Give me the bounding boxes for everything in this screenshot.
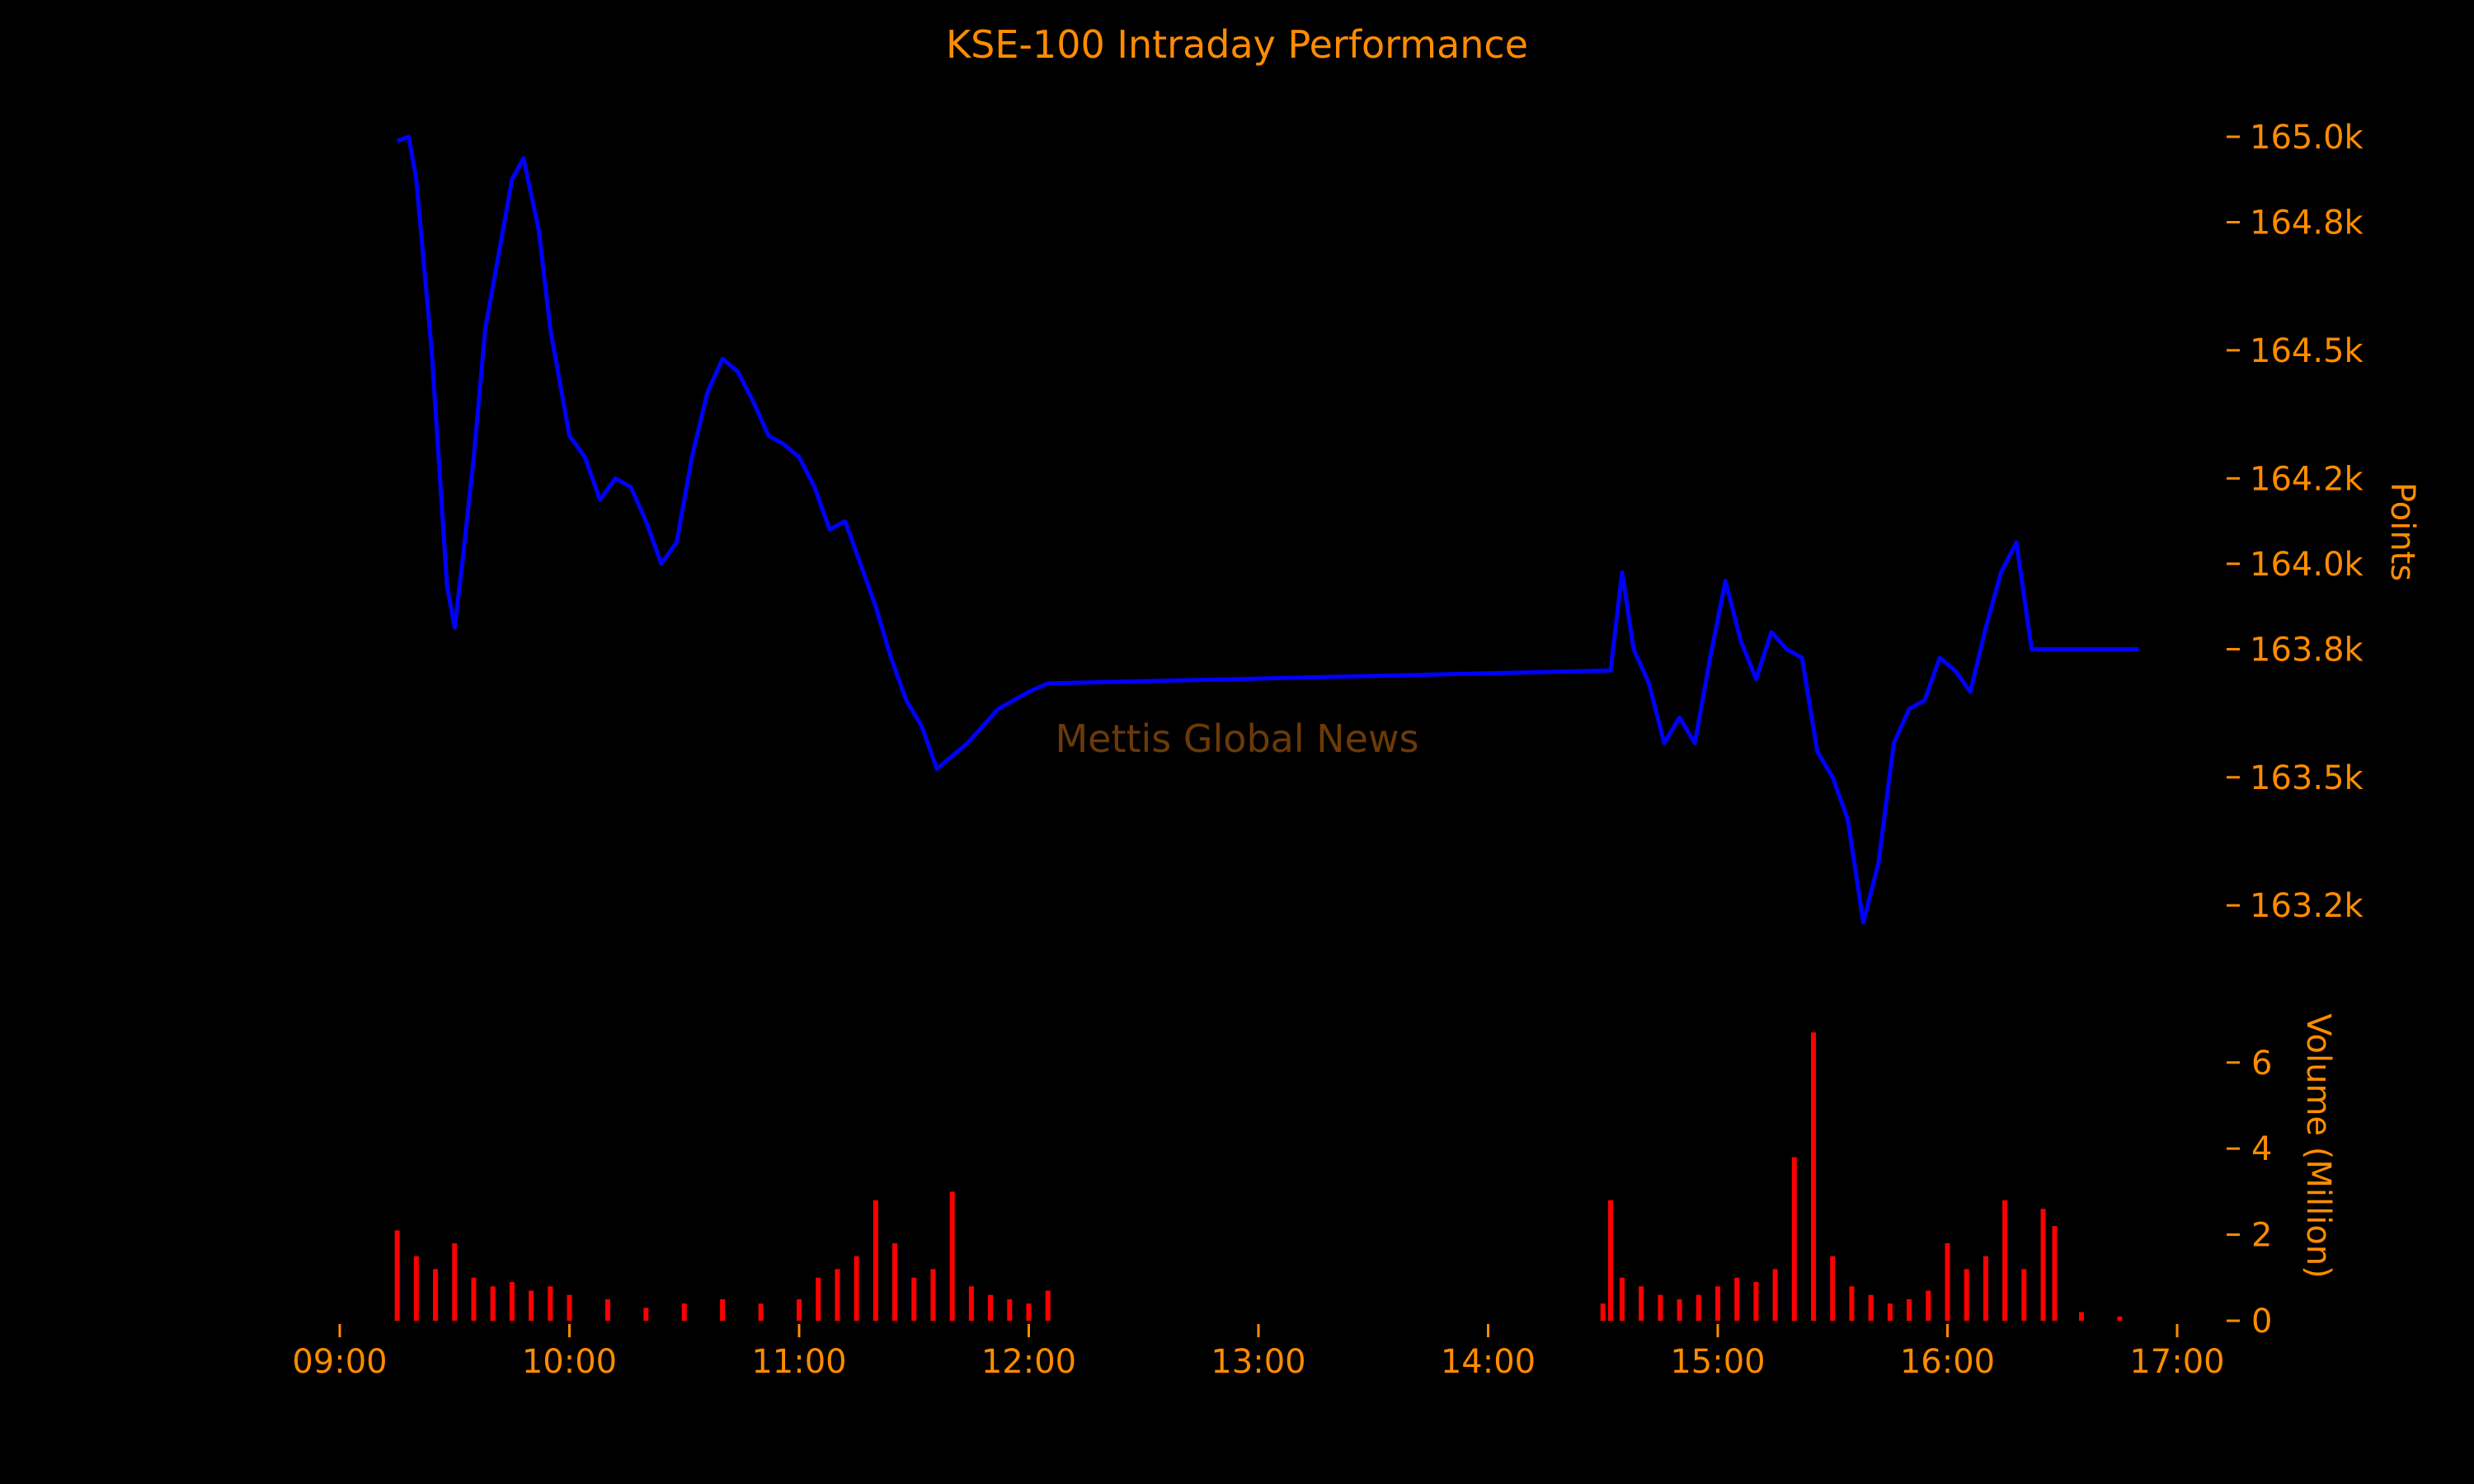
volume-bar [1619, 1277, 1625, 1321]
volume-tick-label: 4 [2251, 1130, 2272, 1168]
volume-bar [1639, 1286, 1644, 1321]
kse-100-price-line [396, 134, 2139, 925]
volume-bar [911, 1277, 917, 1321]
volume-bar [1715, 1286, 1720, 1321]
price-tick-label: 164.8k [2250, 204, 2364, 242]
volume-bar [930, 1269, 936, 1321]
volume-bar [797, 1298, 802, 1321]
price-tick-label: 163.8k [2250, 631, 2364, 669]
volume-bar [968, 1286, 974, 1321]
volume-bar [2052, 1226, 2058, 1321]
volume-bar [1945, 1243, 1950, 1321]
time-tick-label: 10:00 [522, 1343, 617, 1381]
volume-bar [835, 1269, 840, 1321]
volume-bar [1830, 1256, 1836, 1321]
volume-tick-label: 0 [2251, 1303, 2272, 1341]
price-tick-label: 163.2k [2250, 887, 2364, 925]
volume-axis-label: Volume (Million) [2299, 1013, 2337, 1278]
price-tick-label: 163.5k [2250, 759, 2364, 797]
volume-bar [1696, 1294, 1701, 1321]
volume-bar [1007, 1298, 1013, 1321]
volume-bar [892, 1243, 898, 1321]
volume-bar [1026, 1303, 1032, 1321]
time-tick-label: 15:00 [1670, 1343, 1765, 1381]
volume-bar [509, 1282, 515, 1321]
volume-bar [758, 1303, 764, 1321]
volume-bar [433, 1269, 439, 1321]
volume-bar [413, 1256, 419, 1321]
time-x-axis: 09:00 10:00 11:00 12:00 13:00 14:00 15:00 16:00… [292, 1324, 2225, 1381]
price-axis-label: Points [2383, 482, 2421, 581]
volume-bar [2117, 1316, 2123, 1321]
volume-bar [1982, 1256, 1988, 1321]
volume-bar [854, 1256, 859, 1321]
volume-bar [604, 1298, 610, 1321]
time-tick-label: 14:00 [1441, 1343, 1536, 1381]
volume-bar [643, 1308, 649, 1321]
volume-bar [872, 1200, 878, 1321]
time-tick-label: 11:00 [751, 1343, 846, 1381]
chart-title: KSE-100 Intraday Performance [946, 22, 1528, 67]
volume-bar [1677, 1298, 1682, 1321]
volume-bar [1600, 1303, 1606, 1321]
time-tick-label: 16:00 [1900, 1343, 1995, 1381]
time-tick-label: 12:00 [981, 1343, 1076, 1381]
price-tick-label: 164.0k [2250, 546, 2364, 584]
volume-bar [720, 1298, 726, 1321]
volume-bar [1772, 1269, 1778, 1321]
price-y-axis: 163.2k 163.5k 163.8k 164.0k 164.2k 164.5k 164.… [2227, 119, 2364, 925]
volume-bars [394, 1032, 2123, 1321]
volume-bar [529, 1290, 534, 1321]
price-tick-label: 164.5k [2250, 332, 2364, 370]
volume-bar [2002, 1200, 2008, 1321]
volume-bar [1887, 1303, 1893, 1321]
volume-bar [949, 1191, 955, 1321]
volume-bar [452, 1243, 458, 1321]
volume-bar [1753, 1282, 1759, 1321]
volume-tick-label: 2 [2251, 1217, 2272, 1255]
volume-bar [816, 1277, 821, 1321]
price-tick-label: 165.0k [2250, 119, 2364, 157]
volume-bar [988, 1294, 994, 1321]
volume-bar [1926, 1290, 1931, 1321]
volume-bar [2021, 1269, 2027, 1321]
volume-bar [1907, 1298, 1912, 1321]
time-tick-label: 09:00 [292, 1343, 387, 1381]
volume-bar [471, 1277, 477, 1321]
volume-bar [1849, 1286, 1855, 1321]
volume-bar [1964, 1269, 1969, 1321]
volume-bar [548, 1286, 553, 1321]
volume-y-axis: 0 2 4 6 [2227, 1045, 2272, 1341]
volume-bar [681, 1303, 687, 1321]
volume-bar [1658, 1294, 1663, 1321]
volume-bar [1811, 1032, 1817, 1321]
volume-bar [1868, 1294, 1874, 1321]
volume-bar [394, 1230, 400, 1321]
volume-bar [1608, 1200, 1614, 1321]
volume-tick-label: 6 [2251, 1045, 2272, 1082]
volume-bar [2040, 1209, 2046, 1321]
volume-bar [2078, 1312, 2084, 1321]
watermark-text: Mettis Global News [1055, 716, 1418, 761]
volume-bar [1045, 1290, 1051, 1321]
volume-bar [490, 1286, 496, 1321]
volume-bar [567, 1294, 572, 1321]
time-tick-label: 13:00 [1211, 1343, 1305, 1381]
volume-bar [1791, 1157, 1797, 1321]
time-tick-label: 17:00 [2129, 1343, 2224, 1381]
volume-bar [1734, 1277, 1740, 1321]
price-tick-label: 164.2k [2250, 460, 2364, 498]
